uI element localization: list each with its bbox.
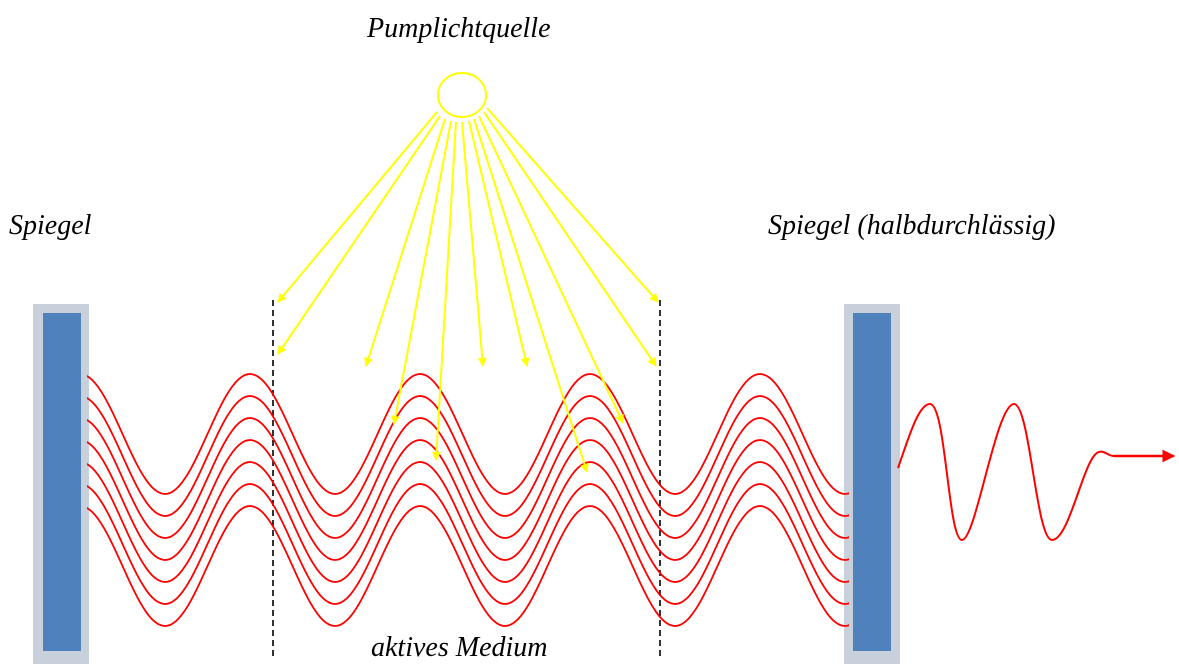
right-mirror-label: Spiegel (halbdurchlässig)	[768, 210, 1056, 241]
pump-ray-11	[486, 107, 659, 303]
pump-source	[437, 72, 487, 118]
cavity-wave-7	[87, 505, 849, 627]
cavity-wave-3	[87, 417, 849, 539]
pump-ray-9	[478, 115, 624, 424]
pump-source-label: Pumplichtquelle	[367, 13, 551, 44]
pump-ray-5	[431, 121, 457, 461]
pump-ray-10	[483, 111, 657, 367]
pump-ray-7	[468, 120, 530, 367]
pump-ray-1	[277, 111, 438, 303]
pump-ray-4	[391, 120, 452, 425]
left-mirror	[33, 304, 89, 664]
cavity-wave-5	[87, 461, 849, 583]
medium-label: aktives Medium	[371, 632, 548, 663]
pump-ray-8	[473, 118, 589, 473]
cavity-wave-4	[87, 439, 849, 561]
pump-ray-6	[461, 121, 487, 367]
cavity-wave-6	[87, 483, 849, 605]
right-mirror	[844, 304, 900, 664]
cavity-waves	[87, 373, 849, 627]
pump-ray-3	[364, 118, 446, 367]
left-mirror-label: Spiegel	[9, 210, 92, 241]
output-wave	[897, 402, 1115, 542]
cavity-wave-2	[87, 395, 849, 517]
cavity-wave-1	[87, 373, 849, 495]
pump-rays	[277, 107, 659, 473]
pump-ray-2	[277, 115, 441, 355]
